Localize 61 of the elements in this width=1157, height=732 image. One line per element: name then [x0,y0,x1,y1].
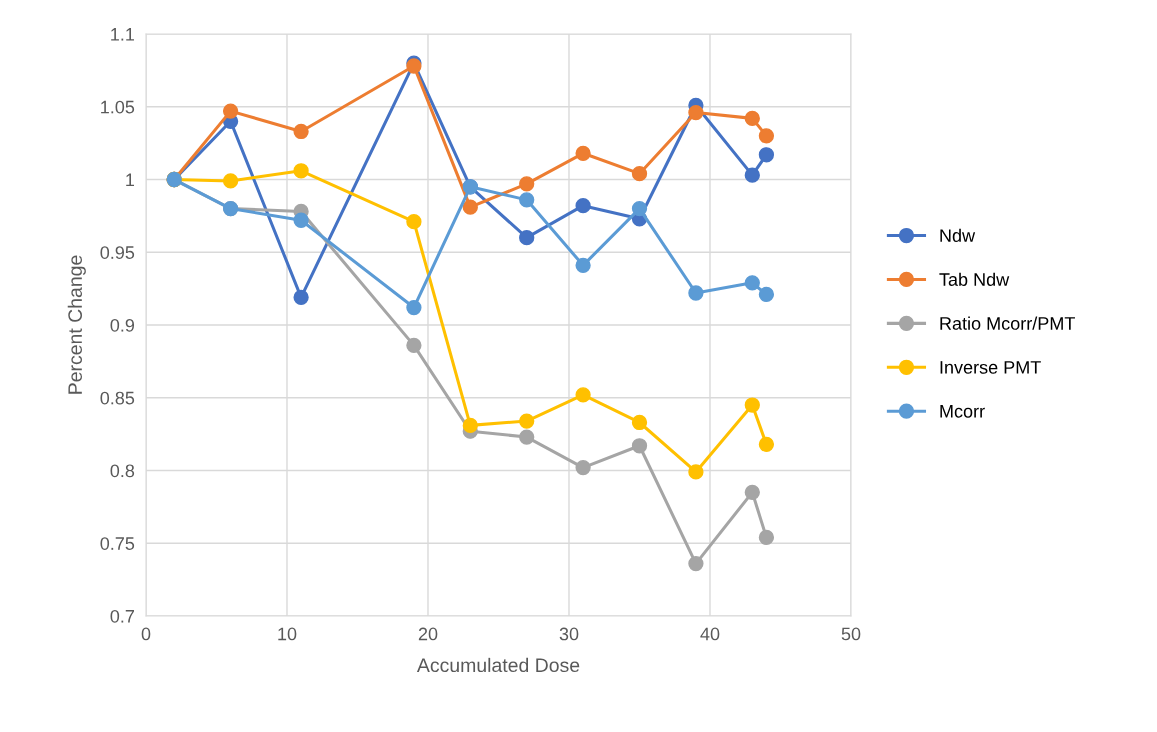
point [519,413,535,429]
point [688,464,704,480]
point [758,286,775,303]
point [406,299,422,316]
y-tick-label: 0.8 [110,464,135,478]
point [744,275,760,291]
point [406,214,422,230]
point [519,230,535,246]
point [758,147,775,163]
legend-label: Inverse PMT [940,361,1041,374]
point [519,429,535,445]
y-tick-label: 1.1 [111,28,135,41]
x-tick-label: 30 [559,627,579,641]
point [519,176,535,192]
point [293,289,309,305]
point [744,484,760,500]
point [575,145,591,161]
point [293,123,309,140]
point [631,438,648,454]
x-tick-label: 50 [841,627,861,641]
point [575,257,591,273]
point [575,198,591,214]
y-tick-label: 1.05 [101,100,135,114]
x-tick-label: 40 [700,627,720,641]
point [293,163,309,179]
point [744,110,760,127]
point [519,192,535,208]
point [758,436,775,452]
point [758,128,775,144]
point [688,285,704,301]
y-axis-title: Percent Change [67,255,86,394]
point [688,555,704,572]
point [688,104,704,121]
point [406,337,422,354]
x-tick-label: 20 [418,627,438,641]
point [293,212,309,228]
point [462,417,478,434]
point [631,414,648,431]
point [462,199,478,215]
legend-label: Mcorr [940,405,985,418]
point [758,529,775,546]
point [744,397,760,413]
y-tick-label: 0.95 [100,246,135,259]
y-tick-label: 0.75 [100,537,135,550]
point [631,200,648,217]
x-tick-label: 0 [141,627,151,641]
point [575,387,591,403]
point [744,167,760,183]
legend-label: Ndw [940,228,976,243]
legend-label: Tab Ndw [939,272,1010,286]
legend-label: Ratio Mcorr/PMT [940,316,1075,330]
point [631,166,648,182]
y-tick-label: 1 [126,173,135,187]
point [222,103,239,119]
point [575,459,591,476]
y-tick-label: 0.9 [110,318,135,332]
point [222,173,239,189]
y-tick-label: 0.7 [110,609,134,623]
x-axis-title: Accumulated Dose [416,657,580,673]
x-tick-label: 10 [278,627,297,641]
y-tick-label: 0.85 [100,391,135,405]
